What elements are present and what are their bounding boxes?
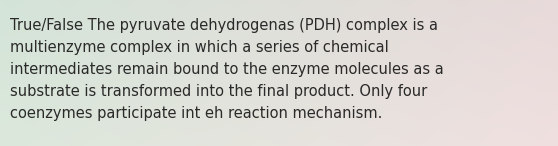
Text: True/False The pyruvate dehydrogenas (PDH) complex is a
multienzyme complex in w: True/False The pyruvate dehydrogenas (PD… <box>10 18 444 121</box>
